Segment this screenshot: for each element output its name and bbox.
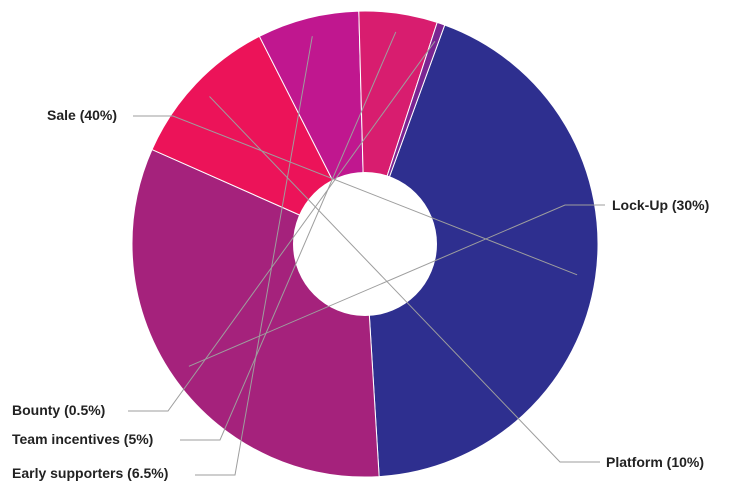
slice-label-sale: Sale (40%): [47, 107, 117, 123]
donut-hole: [293, 172, 437, 316]
slice-label-team-incentives: Team incentives (5%): [12, 431, 153, 447]
leader-line-platform: [209, 96, 600, 463]
leader-line-team-incentives: [180, 31, 397, 441]
leader-line-bounty: [128, 41, 436, 412]
leader-line-sale: [133, 115, 578, 276]
leader-lines: [128, 31, 605, 476]
leader-line-early-supporters: [195, 36, 313, 476]
slice-label-lock-up: Lock-Up (30%): [612, 197, 709, 213]
slice-label-bounty: Bounty (0.5%): [12, 402, 105, 418]
leader-line-lock-up: [188, 204, 605, 367]
slice-labels: Sale (40%) Lock-Up (30%) Platform (10%) …: [12, 107, 709, 481]
slice-label-early-supporters: Early supporters (6.5%): [12, 465, 168, 481]
slice-label-platform: Platform (10%): [606, 454, 704, 470]
slice-platform: [151, 35, 367, 246]
slice-sale: [364, 24, 599, 478]
